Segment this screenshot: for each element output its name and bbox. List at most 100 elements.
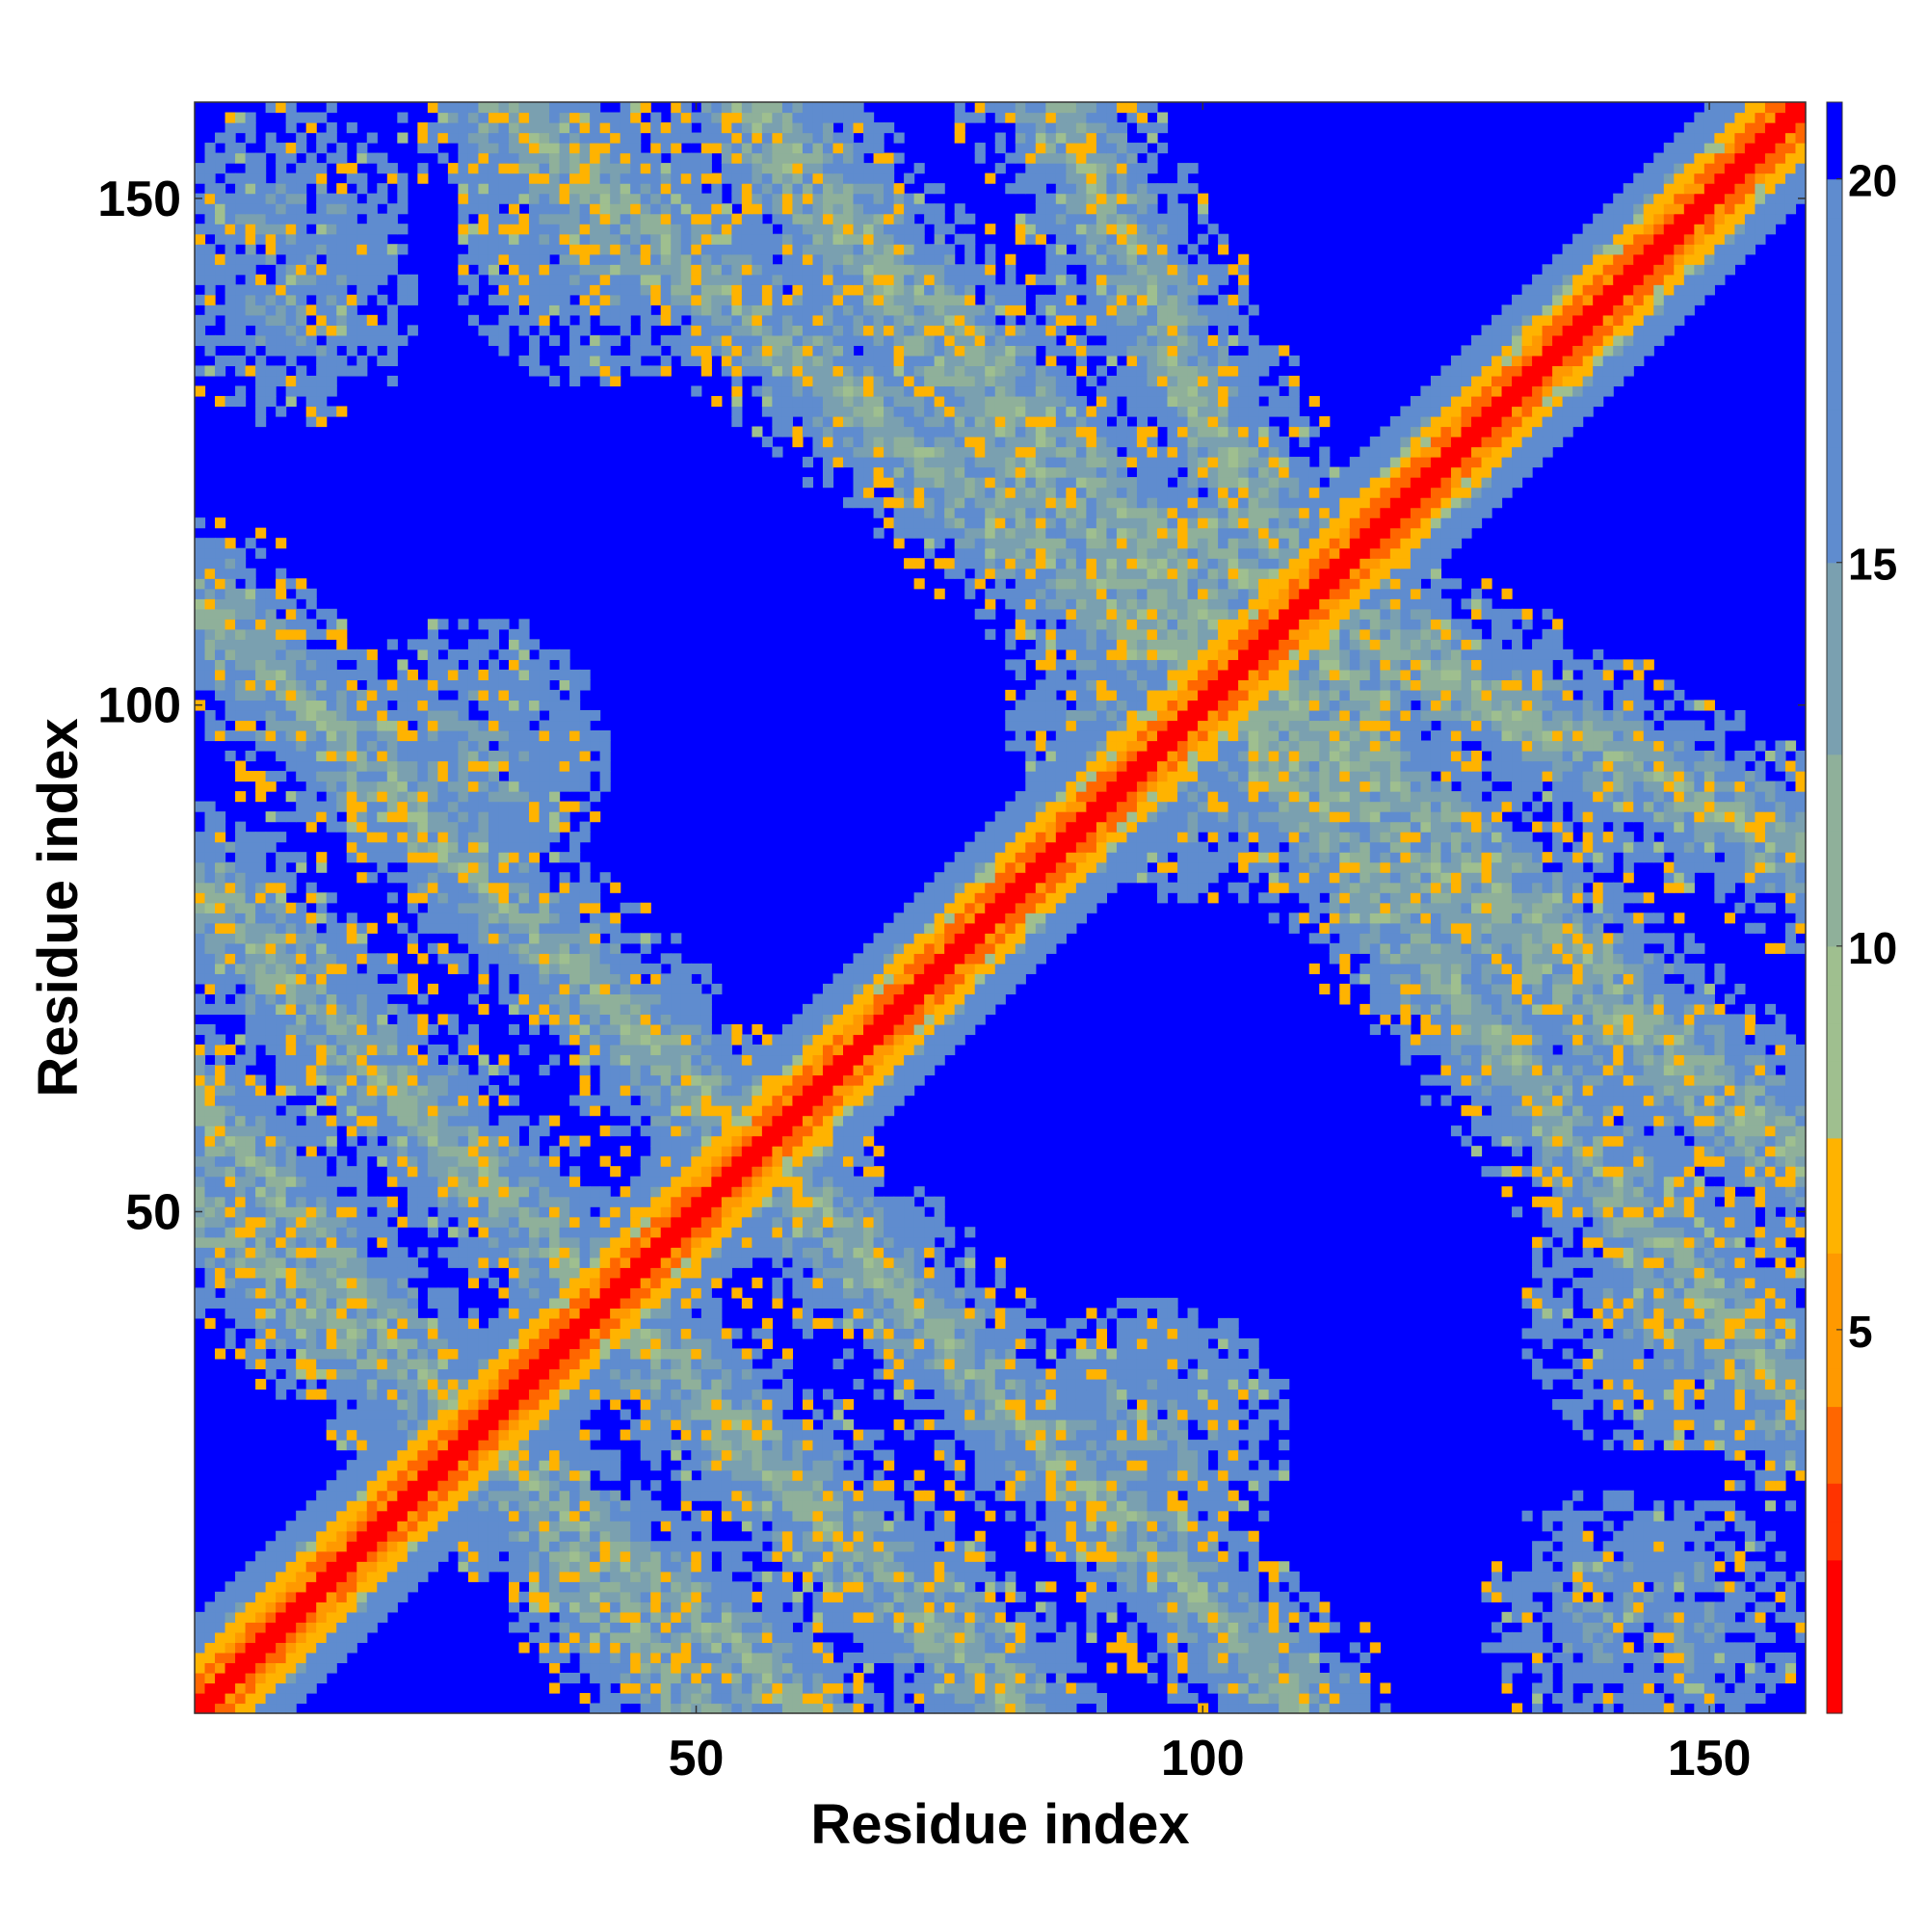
heatmap-cell xyxy=(610,1227,621,1238)
heatmap-cell xyxy=(539,1247,550,1258)
heatmap-cell xyxy=(224,1247,236,1258)
heatmap-cell xyxy=(316,1308,328,1319)
heatmap-cell xyxy=(599,1469,611,1481)
heatmap-cell xyxy=(1623,1227,1634,1238)
heatmap-cell xyxy=(620,1337,631,1350)
heatmap-cell xyxy=(276,1541,287,1552)
heatmap-cell xyxy=(1703,1692,1715,1705)
heatmap-cell xyxy=(873,1510,884,1522)
heatmap-cell xyxy=(569,1297,581,1309)
heatmap-cell xyxy=(1714,1317,1726,1330)
heatmap-cell xyxy=(478,1480,489,1492)
heatmap-cell xyxy=(1734,1550,1746,1562)
heatmap-cell xyxy=(1643,1652,1654,1664)
heatmap-cell xyxy=(508,1308,520,1319)
heatmap-cell xyxy=(680,1267,692,1279)
heatmap-cell xyxy=(599,1368,611,1380)
heatmap-cell xyxy=(599,1672,611,1684)
heatmap-cell xyxy=(974,1399,986,1411)
heatmap-cell xyxy=(1086,1358,1097,1370)
heatmap-cell xyxy=(1532,1581,1544,1593)
heatmap-cell xyxy=(1177,1419,1189,1431)
heatmap-cell xyxy=(1238,1601,1250,1613)
heatmap-cell xyxy=(620,1297,631,1309)
heatmap-cell xyxy=(954,1682,965,1694)
heatmap-cell xyxy=(377,1460,388,1471)
heatmap-cell xyxy=(1066,1368,1077,1380)
heatmap-cell xyxy=(913,1227,925,1238)
heatmap-cell xyxy=(427,1409,438,1420)
heatmap-cell xyxy=(488,1317,500,1330)
heatmap-cell xyxy=(1086,1611,1097,1623)
heatmap-cell xyxy=(1126,1389,1138,1400)
heatmap-cell xyxy=(1623,1611,1634,1623)
heatmap-cell xyxy=(802,1227,814,1238)
heatmap-cell xyxy=(478,1337,489,1350)
heatmap-cell xyxy=(518,1561,530,1573)
heatmap-cell xyxy=(1126,1317,1138,1330)
heatmap-cell xyxy=(195,1703,206,1714)
heatmap-cell xyxy=(1623,1601,1634,1613)
heatmap-cell xyxy=(640,1287,651,1299)
heatmap-cell xyxy=(1683,1287,1695,1299)
heatmap-cell xyxy=(1187,1541,1199,1552)
heatmap-cell xyxy=(518,1440,530,1451)
heatmap-cell xyxy=(386,1358,398,1370)
heatmap-cell xyxy=(752,1571,763,1582)
heatmap-cell xyxy=(285,1328,297,1339)
heatmap-cell xyxy=(822,1389,834,1400)
heatmap-cell xyxy=(1116,1469,1128,1481)
heatmap-cell xyxy=(832,1682,844,1694)
heatmap-cell xyxy=(1602,1581,1614,1593)
heatmap-cell xyxy=(478,1521,489,1532)
heatmap-cell xyxy=(1775,1247,1786,1258)
heatmap-cell xyxy=(1724,1662,1735,1674)
heatmap-cell xyxy=(285,1652,297,1664)
heatmap-cell xyxy=(700,1561,712,1573)
heatmap-cell xyxy=(1218,1682,1229,1694)
heatmap-cell xyxy=(985,1409,996,1420)
heatmap-cell xyxy=(792,1490,804,1501)
heatmap-cell xyxy=(549,1368,561,1380)
heatmap-cell xyxy=(1542,1308,1553,1319)
heatmap-cell xyxy=(640,1277,651,1288)
heatmap-cell xyxy=(235,1611,247,1623)
heatmap-cell xyxy=(1015,1480,1026,1492)
heatmap-cell xyxy=(913,1510,925,1522)
heatmap-cell xyxy=(1582,1692,1594,1705)
heatmap-cell xyxy=(1095,1550,1108,1562)
heatmap-cell xyxy=(1279,1409,1290,1420)
heatmap-cell xyxy=(680,1541,692,1552)
heatmap-cell xyxy=(508,1267,520,1279)
heatmap-cell xyxy=(893,1348,905,1360)
heatmap-cell xyxy=(1734,1440,1746,1451)
heatmap-cell xyxy=(1106,1389,1118,1400)
heatmap-cell xyxy=(964,1672,976,1684)
heatmap-cell xyxy=(954,1358,965,1370)
heatmap-cell xyxy=(954,1337,965,1350)
heatmap-cell xyxy=(863,1247,875,1258)
heatmap-cell xyxy=(296,1550,307,1562)
heatmap-cell xyxy=(1633,1257,1645,1268)
heatmap-cell xyxy=(781,1611,794,1623)
heatmap-cell xyxy=(326,1227,337,1238)
heatmap-cell xyxy=(1198,1378,1209,1390)
heatmap-cell xyxy=(832,1591,844,1602)
heatmap-cell xyxy=(1045,1409,1057,1420)
heatmap-cell xyxy=(1258,1561,1270,1573)
heatmap-cell xyxy=(1066,1378,1077,1390)
heatmap-cell xyxy=(569,1227,581,1238)
heatmap-cell xyxy=(731,1672,743,1684)
heatmap-cell xyxy=(397,1480,409,1492)
heatmap-cell xyxy=(590,1652,601,1664)
heatmap-cell xyxy=(467,1368,480,1380)
heatmap-cell xyxy=(944,1287,956,1299)
heatmap-cell xyxy=(529,1419,541,1431)
heatmap-cell xyxy=(356,1337,368,1350)
heatmap-cell xyxy=(1755,1541,1766,1552)
heatmap-cell xyxy=(822,1257,834,1268)
heatmap-cell xyxy=(1593,1550,1604,1562)
heatmap-cell xyxy=(1572,1631,1584,1643)
heatmap-cell xyxy=(1602,1611,1614,1623)
heatmap-cell xyxy=(1136,1521,1148,1532)
